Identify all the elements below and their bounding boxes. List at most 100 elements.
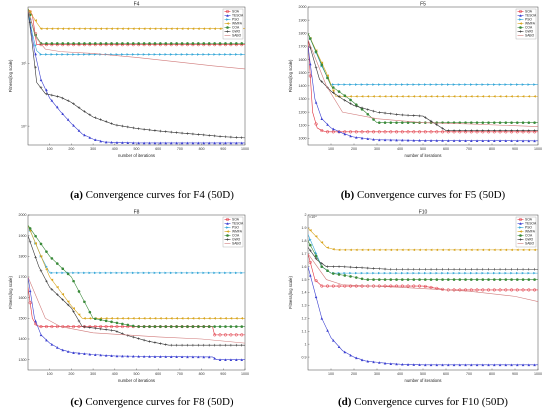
series-marker-gwo	[83, 110, 86, 113]
series-marker-coa	[153, 42, 157, 45]
series-marker-soa	[77, 325, 81, 329]
series-marker-soa	[435, 130, 439, 134]
series-marker-coa	[475, 278, 479, 281]
series-marker-tesoa	[372, 360, 375, 364]
series-marker-tesoa	[137, 354, 140, 358]
series-marker-tesoa	[213, 141, 216, 145]
series-marker-coa	[320, 265, 324, 268]
series-marker-tesoa	[320, 317, 324, 320]
series-marker-gwo	[55, 293, 59, 296]
series-marker-gwo	[93, 326, 97, 330]
series-marker-wmfa	[218, 317, 222, 320]
series-marker-coa	[126, 323, 130, 327]
series-marker-pso	[458, 271, 462, 275]
series-marker-wmfa	[441, 95, 444, 98]
series-marker-gwo	[218, 343, 222, 347]
series-marker-gwo	[470, 129, 473, 132]
x-tick-label: 200	[68, 372, 74, 376]
series-marker-wmfa	[207, 27, 211, 31]
series-marker-gwo	[360, 266, 364, 270]
series-marker-wmfa	[372, 95, 375, 98]
series-marker-coa	[389, 278, 393, 281]
series-marker-gwo	[224, 135, 227, 139]
series-marker-coa	[229, 325, 233, 328]
y-tick-label: 1.8	[302, 239, 307, 243]
series-marker-wmfa	[424, 248, 427, 252]
series-marker-pso	[424, 83, 427, 86]
series-marker-soa	[240, 333, 244, 337]
x-tick-label: 1000	[241, 147, 249, 151]
series-marker-coa	[401, 121, 404, 124]
series-marker-tesoa	[521, 139, 525, 143]
series-marker-tesoa	[186, 355, 189, 359]
series-marker-soa	[44, 325, 48, 329]
series-marker-pso	[343, 83, 347, 86]
series-marker-gwo	[343, 265, 347, 269]
series-marker-gwo	[383, 111, 387, 115]
series-marker-gwo	[229, 343, 233, 347]
series-marker-wmfa	[121, 27, 124, 31]
series-marker-wmfa	[527, 248, 531, 252]
series-marker-tesoa	[320, 117, 324, 121]
series-marker-tesoa	[521, 363, 525, 367]
series-marker-soa	[423, 130, 427, 134]
series-marker-wmfa	[213, 317, 216, 320]
series-marker-gwo	[175, 343, 178, 347]
x-axis-label: number of iterations	[118, 378, 155, 383]
series-marker-wmfa	[326, 246, 329, 249]
legend-label-tesoa: TESOA	[525, 222, 537, 226]
series-marker-gwo	[435, 123, 439, 127]
series-marker-wmfa	[516, 248, 519, 252]
series-marker-gwo	[110, 122, 113, 125]
y-tick-label: 10¹	[21, 62, 27, 66]
series-marker-wmfa	[521, 95, 525, 98]
series-marker-wmfa	[126, 27, 130, 31]
series-marker-wmfa	[72, 27, 75, 31]
x-tick-label: 600	[443, 147, 449, 151]
series-marker-pso	[447, 271, 450, 275]
series-marker-gwo	[504, 129, 508, 132]
series-marker-pso	[169, 53, 173, 56]
series-marker-tesoa	[218, 141, 222, 145]
panel-f8: F8 100 200 300 400 500 600 700 800 900 1000 1300 140…	[8, 210, 249, 384]
series-marker-coa	[458, 121, 462, 124]
series-marker-wmfa	[406, 95, 410, 98]
series-marker-pso	[159, 53, 162, 56]
y-tick-label: 1500	[299, 71, 307, 75]
series-marker-pso	[378, 271, 381, 275]
series-marker-wmfa	[326, 74, 329, 77]
y-multiplier: ×10⁴	[309, 215, 317, 219]
series-marker-pso	[235, 271, 238, 275]
y-tick-label: 10⁰	[21, 124, 27, 128]
series-marker-soa	[331, 130, 335, 134]
series-marker-pso	[121, 271, 124, 275]
series-marker-pso	[137, 271, 140, 275]
panel-f4: F4 100 200 300 400 500 600 700 800 900 1000 10⁰ 10¹ n…	[8, 2, 249, 159]
series-marker-gwo	[164, 130, 168, 133]
x-tick-label: 100	[328, 372, 334, 376]
series-marker-gwo	[464, 267, 467, 271]
series-marker-gwo	[510, 267, 513, 271]
series-marker-pso	[401, 83, 404, 86]
series-marker-coa	[418, 278, 421, 281]
series-marker-coa	[395, 121, 398, 124]
series-marker-gwo	[320, 80, 324, 83]
series-marker-gwo	[372, 267, 375, 270]
series-marker-gwo	[504, 267, 508, 271]
series-marker-soa	[331, 284, 335, 288]
caption-d: (d) Convergence curves for F10 (50D)	[338, 396, 508, 408]
series-marker-pso	[218, 53, 222, 56]
series-marker-coa	[309, 243, 312, 247]
series-marker-gwo	[104, 328, 108, 331]
series-marker-pso	[487, 271, 490, 275]
series-marker-gwo	[521, 267, 525, 271]
series-marker-tesoa	[61, 112, 65, 116]
x-tick-label: 200	[68, 147, 74, 151]
chart-title: F5	[420, 2, 426, 8]
series-marker-coa	[504, 121, 508, 124]
series-marker-soa	[314, 122, 318, 126]
series-marker-soa	[366, 130, 370, 134]
series-marker-tesoa	[169, 355, 173, 358]
series-marker-coa	[498, 121, 502, 124]
series-marker-soa	[229, 333, 233, 337]
